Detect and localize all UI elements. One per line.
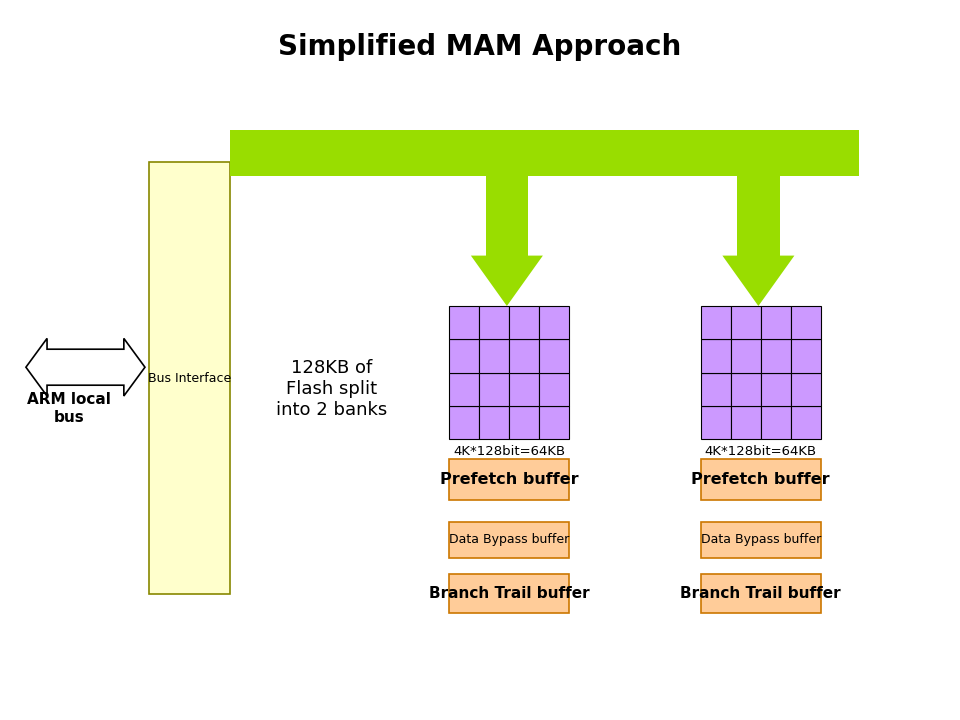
Bar (701, 339, 731, 373)
Bar (486, 176, 528, 256)
Bar (479, 306, 509, 339)
Bar (791, 373, 821, 406)
Text: 128KB of
Flash split
into 2 banks: 128KB of Flash split into 2 banks (276, 359, 387, 418)
Bar (701, 406, 731, 439)
Bar (791, 306, 821, 339)
Bar (509, 339, 540, 373)
Bar (731, 373, 760, 406)
Bar (449, 373, 479, 406)
Bar (449, 406, 479, 439)
Bar (449, 306, 479, 339)
Bar (479, 373, 509, 406)
Text: Prefetch buffer: Prefetch buffer (440, 472, 579, 487)
Text: Data Bypass buffer: Data Bypass buffer (449, 534, 569, 546)
Bar (731, 339, 760, 373)
Bar (701, 574, 821, 613)
Bar (479, 406, 509, 439)
Bar (701, 373, 731, 406)
Bar (479, 339, 509, 373)
Bar (449, 522, 569, 558)
Bar (509, 406, 540, 439)
Bar (731, 306, 760, 339)
Bar (540, 306, 569, 339)
Text: Simplified MAM Approach: Simplified MAM Approach (278, 33, 682, 60)
Polygon shape (723, 256, 795, 306)
Bar (701, 459, 821, 500)
Text: ARM local
bus: ARM local bus (27, 392, 111, 425)
Polygon shape (471, 256, 543, 306)
Text: Prefetch buffer: Prefetch buffer (691, 472, 830, 487)
Bar (449, 339, 479, 373)
Bar (760, 373, 791, 406)
Bar (449, 459, 569, 500)
Text: Branch Trail buffer: Branch Trail buffer (429, 586, 589, 601)
Bar (791, 339, 821, 373)
Bar (760, 306, 791, 339)
Text: Branch Trail buffer: Branch Trail buffer (681, 586, 841, 601)
Text: Bus Interface: Bus Interface (148, 372, 231, 384)
Bar (540, 339, 569, 373)
Bar (509, 373, 540, 406)
Bar (791, 406, 821, 439)
Bar (701, 306, 731, 339)
Bar (760, 406, 791, 439)
Bar (731, 406, 760, 439)
Bar (230, 130, 859, 176)
Text: 4K*128bit=64KB: 4K*128bit=64KB (705, 445, 817, 458)
Text: 4K*128bit=64KB: 4K*128bit=64KB (453, 445, 565, 458)
Bar (760, 339, 791, 373)
Bar (540, 373, 569, 406)
Bar (149, 162, 230, 594)
Bar (701, 522, 821, 558)
Text: Data Bypass buffer: Data Bypass buffer (701, 534, 821, 546)
Bar (509, 306, 540, 339)
Bar (449, 574, 569, 613)
Polygon shape (26, 338, 145, 396)
Bar (540, 406, 569, 439)
Bar (737, 176, 780, 256)
